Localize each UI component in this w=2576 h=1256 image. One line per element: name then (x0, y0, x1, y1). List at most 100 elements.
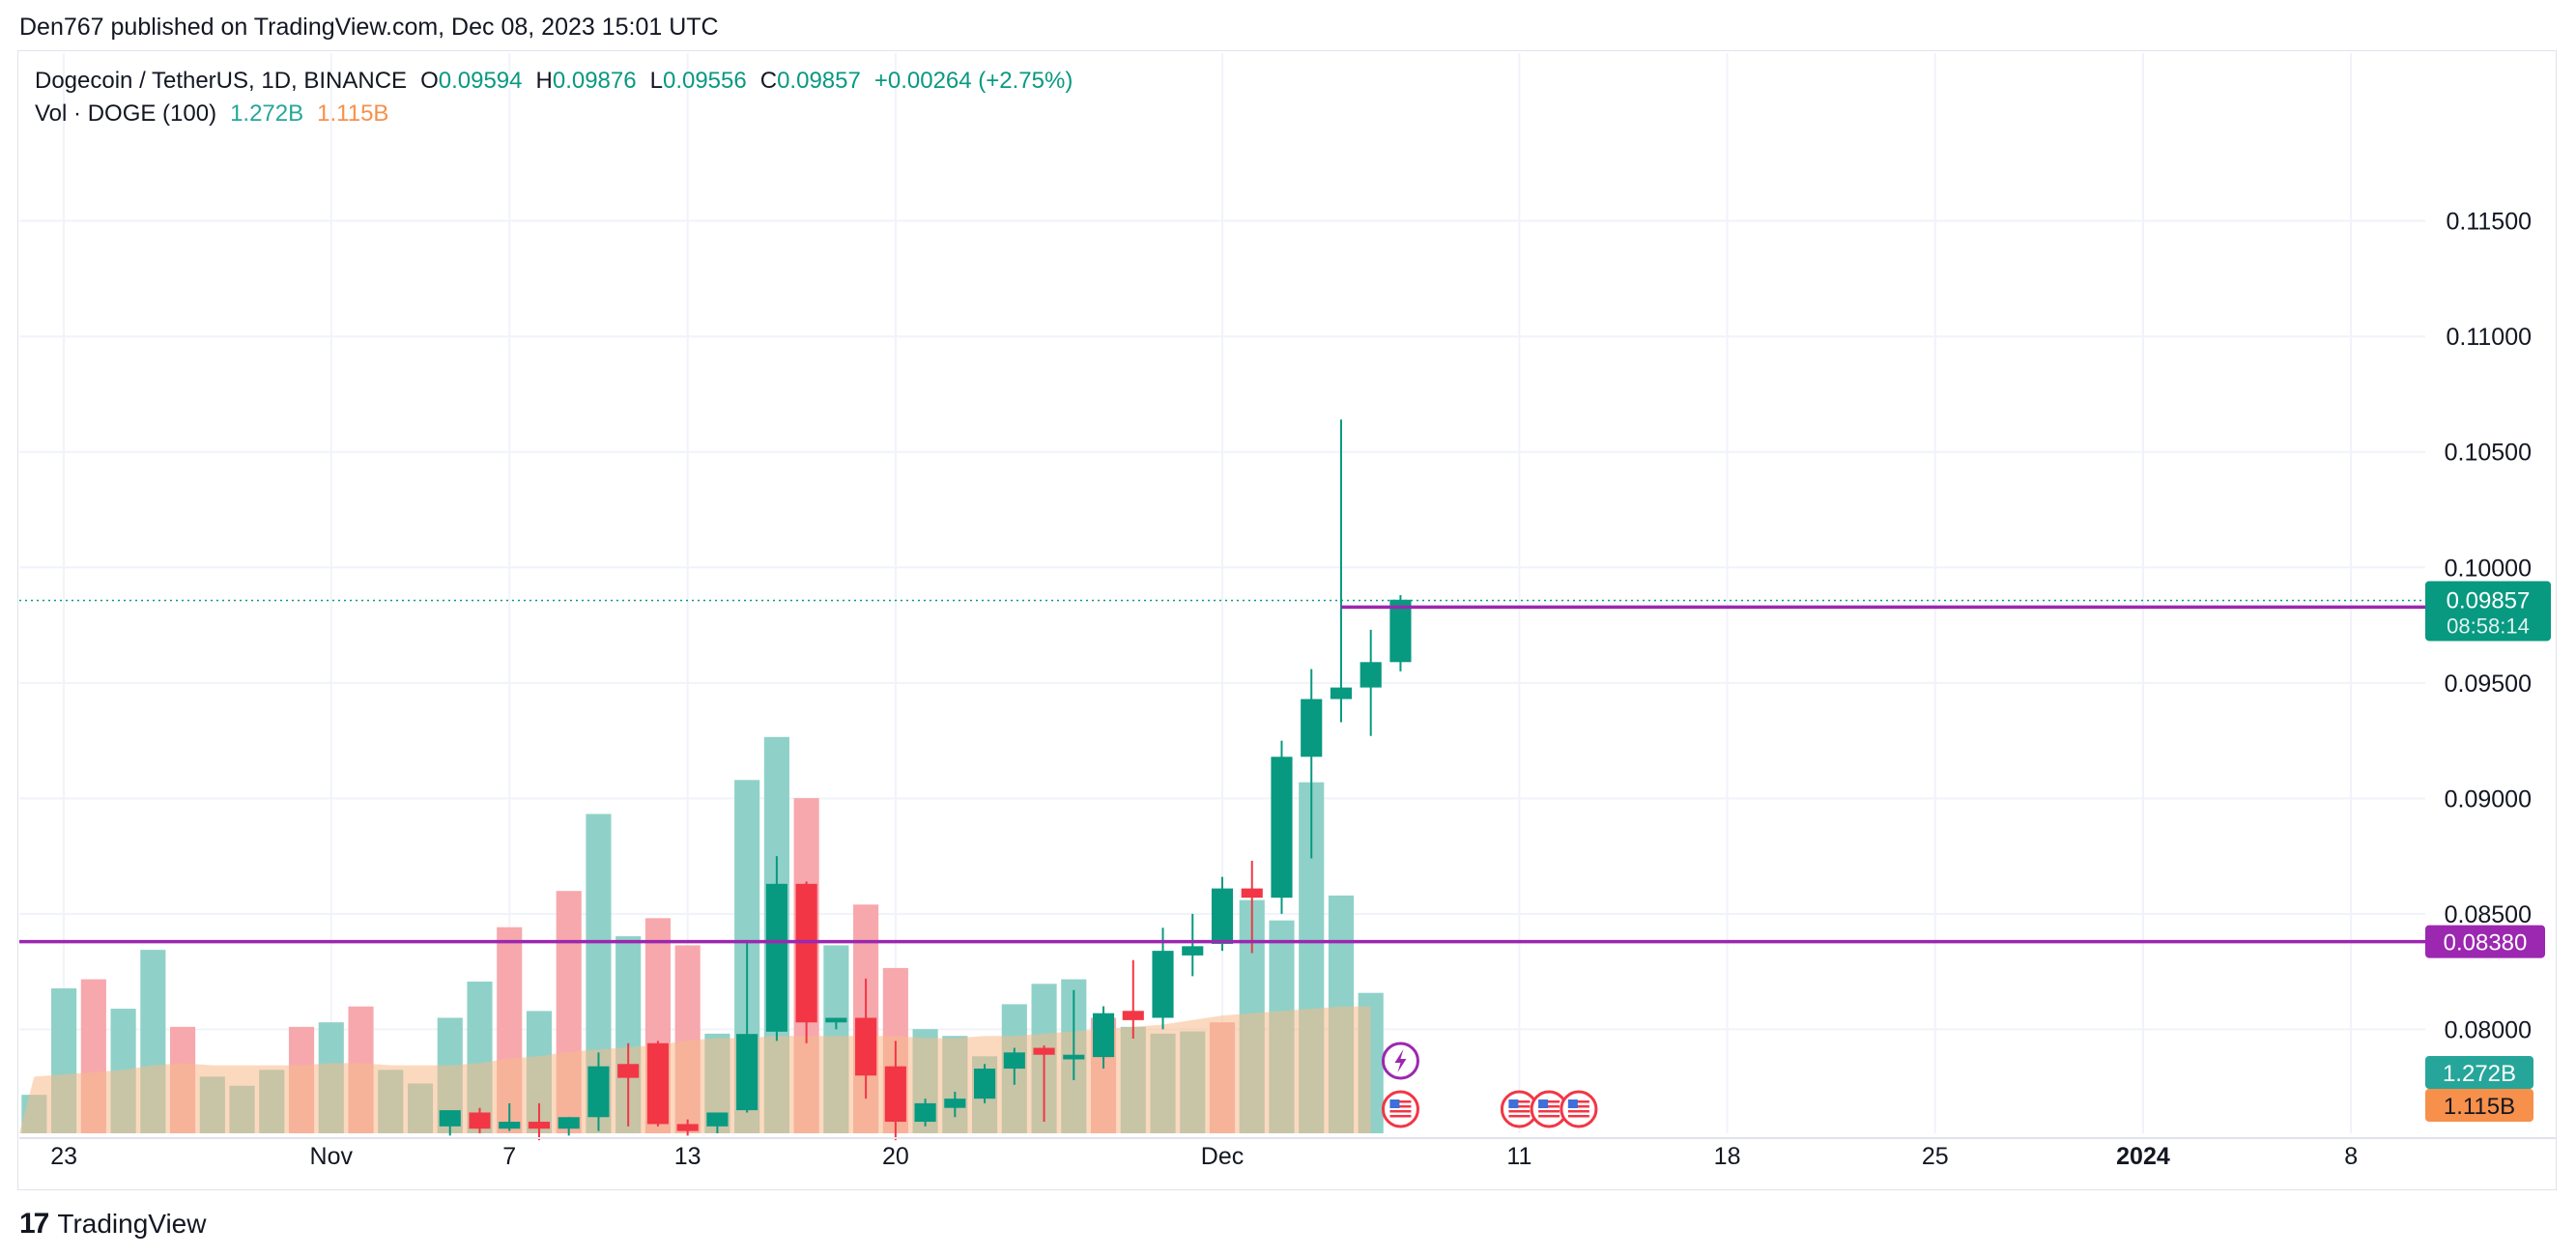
us-flag-stripe (1389, 1115, 1412, 1118)
candle-body (528, 1122, 551, 1129)
tradingview-logo-icon: 17 (19, 1208, 49, 1240)
symbol-title[interactable]: Dogecoin / TetherUS, 1D, BINANCE (35, 68, 408, 94)
close-value: 0.09857 (777, 68, 861, 94)
y-tick-label: 0.10000 (2445, 555, 2532, 582)
candle-body (1301, 699, 1323, 757)
y-tick-label: 0.11500 (2446, 209, 2532, 236)
volume-axis-label-bg (2425, 1089, 2533, 1122)
low-label: L (649, 68, 663, 94)
last-price-label: 0.09857 (2447, 587, 2531, 614)
countdown-label: 08:58:14 (2447, 614, 2530, 638)
y-tick-label: 0.09500 (2445, 671, 2532, 698)
candle-body (825, 1017, 847, 1023)
candle-body (1182, 946, 1204, 956)
volume-legend: Vol · DOGE (100) 1.272B 1.115B (35, 100, 394, 128)
x-tick-label: 23 (50, 1143, 77, 1170)
change-value: +0.00264 (+2.75%) (873, 68, 1073, 94)
us-flag-stripe (1508, 1110, 1531, 1113)
x-tick-label: 2024 (2116, 1143, 2170, 1170)
us-flag-stripe (1508, 1100, 1531, 1103)
volume-ma-area (19, 1006, 1371, 1133)
volume-axis-label: 1.115B (2444, 1094, 2515, 1120)
candle-body (1211, 888, 1234, 944)
x-tick-label: 7 (502, 1143, 516, 1170)
us-flag-stripe (1538, 1110, 1560, 1113)
candle-body (944, 1099, 966, 1108)
x-tick-label: 11 (1506, 1143, 1531, 1170)
x-tick-label: Nov (310, 1143, 354, 1170)
candle-body (499, 1122, 521, 1129)
us-flag-icon (1560, 1090, 1598, 1128)
candle-body (439, 1110, 461, 1127)
us-flag-icon (1381, 1090, 1419, 1128)
us-flag-stripe (1567, 1100, 1589, 1103)
candle-body (706, 1112, 729, 1127)
candle-body (617, 1064, 640, 1078)
volume-pane (19, 736, 1384, 1133)
chart-grid (19, 53, 2425, 1133)
us-flag-stripe (1389, 1100, 1412, 1103)
candle-body (1360, 662, 1382, 688)
us-flag-stripe (1508, 1115, 1531, 1118)
candle-body (1033, 1047, 1055, 1055)
open-value: 0.09594 (438, 68, 523, 94)
us-flag-stripe (1389, 1110, 1412, 1113)
candle-body (884, 1066, 906, 1123)
y-tick-label: 0.08000 (2445, 1016, 2532, 1043)
candle-body (587, 1066, 610, 1118)
us-flag-canton (1538, 1099, 1549, 1108)
x-tick-label: Dec (1201, 1143, 1244, 1170)
volume-axis-label-bg (2425, 1056, 2533, 1089)
low-value: 0.09556 (662, 68, 747, 94)
high-value: 0.09876 (552, 68, 637, 94)
close-label: C (759, 68, 778, 94)
candle-body (795, 883, 817, 1023)
us-flag-canton (1508, 1099, 1519, 1108)
candle-body (855, 1017, 877, 1076)
candle-body (676, 1124, 699, 1131)
candle-body (1092, 1013, 1115, 1058)
high-label: H (535, 68, 553, 94)
us-flag-canton (1389, 1099, 1400, 1108)
x-tick-label: 25 (1922, 1143, 1949, 1170)
candle-body (1330, 687, 1353, 699)
x-tick-label: 8 (2344, 1143, 2358, 1170)
candle-body (1271, 756, 1293, 899)
candle-body (1063, 1054, 1085, 1060)
event-markers (1381, 1042, 1598, 1128)
candle-body (558, 1117, 580, 1129)
volume-axis-label: 1.272B (2443, 1061, 2516, 1087)
tradingview-logo[interactable]: 17 TradingView (19, 1208, 206, 1241)
volume-indicator-title[interactable]: Vol · DOGE (100) (35, 100, 217, 127)
x-tick-label: 18 (1714, 1143, 1741, 1170)
last-price-label-bg (2425, 581, 2551, 642)
tradingview-brand-text: TradingView (57, 1209, 207, 1239)
candle-body (974, 1069, 996, 1099)
us-flag-stripe (1538, 1115, 1560, 1118)
horizontal-line-label-bg (2425, 925, 2545, 958)
candle-body (1152, 951, 1174, 1018)
y-tick-label: 0.10500 (2445, 440, 2532, 467)
us-flag-stripe (1567, 1105, 1589, 1108)
x-tick-label: 13 (674, 1143, 701, 1170)
candle-body (469, 1112, 491, 1129)
candle-body (736, 1034, 758, 1111)
y-tick-label: 0.08500 (2445, 901, 2532, 928)
us-flag-stripe (1508, 1105, 1531, 1108)
volume-value: 1.272B (230, 100, 304, 127)
us-flag-stripe (1567, 1110, 1589, 1113)
us-flag-canton (1567, 1099, 1578, 1108)
candle-body (1241, 888, 1263, 899)
chart-panel (17, 50, 2557, 1190)
candle-body (1389, 599, 1412, 663)
lightning-icon-glyph (1394, 1049, 1407, 1072)
y-tick-label: 0.11000 (2446, 324, 2532, 351)
open-label: O (420, 68, 439, 94)
candle-body (765, 883, 787, 1032)
us-flag-stripe (1538, 1100, 1560, 1103)
time-axis: 23 Nov 7 13 20 Dec 11 18 25 2024 8 (19, 1137, 2557, 1170)
horizontal-line-label: 0.08380 (2444, 930, 2528, 956)
ohlc-legend: Dogecoin / TetherUS, 1D, BINANCE O0.09594… (35, 68, 1078, 95)
